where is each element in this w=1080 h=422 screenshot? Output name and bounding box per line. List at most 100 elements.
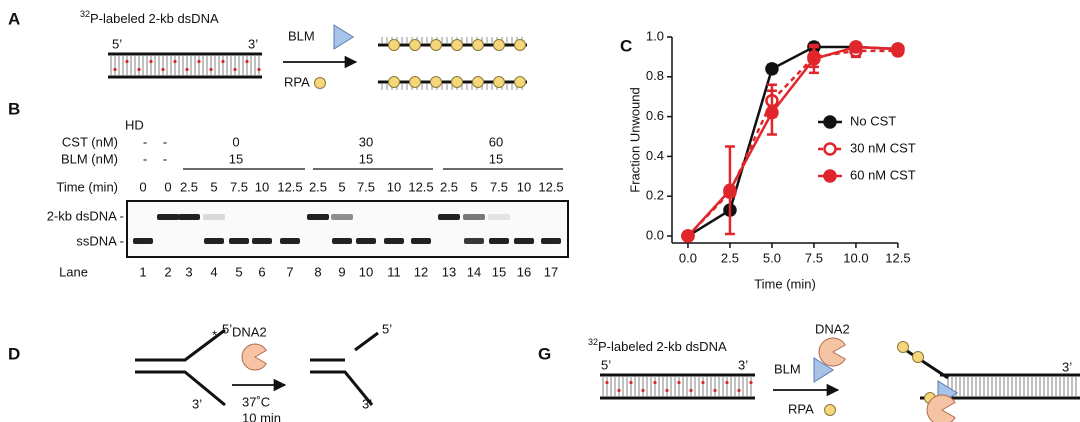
band (384, 238, 404, 244)
blm (333, 24, 355, 50)
label: 12.5 (277, 179, 302, 194)
label-dot (713, 388, 717, 393)
label: 5 (470, 179, 477, 194)
dna2 (818, 337, 846, 367)
label-dot (161, 67, 165, 72)
label: 5’ (222, 321, 232, 336)
band (178, 214, 200, 220)
band (514, 238, 534, 244)
label: 37˚C (242, 394, 270, 409)
band (463, 214, 485, 220)
label: 16 (517, 264, 531, 279)
rpa (409, 39, 421, 51)
dna2 (241, 343, 267, 371)
legend-label: 60 nM CST (850, 167, 916, 182)
label: ssDNA - (76, 233, 124, 248)
rpa (388, 39, 400, 51)
label: 5 (210, 179, 217, 194)
x-tick-label: 12.5 (885, 250, 910, 265)
label-dot (197, 59, 201, 64)
label-dot (173, 59, 177, 64)
label-dot (605, 380, 609, 385)
label: G (538, 344, 551, 363)
label: 10 (255, 179, 269, 194)
label: 5’ (112, 36, 122, 51)
label-dot (641, 388, 645, 393)
label: 13 (442, 264, 456, 279)
rpa (409, 76, 421, 88)
y-tick-label: 1.0 (646, 28, 664, 43)
label: 2.5 (180, 179, 198, 194)
label: 10 (387, 179, 401, 194)
label-dot (617, 388, 621, 393)
rpa (824, 404, 836, 416)
label-dot (137, 67, 141, 72)
label: BLM (288, 28, 315, 43)
label: HD (125, 117, 144, 132)
label: 0 (232, 134, 239, 149)
legend-marker (823, 115, 837, 129)
band (356, 238, 376, 244)
band (488, 214, 510, 220)
label-dot (749, 380, 753, 385)
band (438, 214, 460, 220)
label: 2-kb dsDNA - (47, 208, 124, 223)
label: - (163, 134, 167, 149)
point (723, 183, 737, 198)
rpa (430, 76, 442, 88)
label: 7.5 (490, 179, 508, 194)
rpa (514, 76, 526, 88)
band (252, 238, 272, 244)
label: RPA (788, 401, 814, 416)
label: 15 (492, 264, 506, 279)
title-text: P-labeled 2-kb dsDNA (598, 339, 727, 354)
x-tick-label: 7.5 (805, 250, 823, 265)
rpa (472, 76, 484, 88)
band (464, 238, 484, 244)
point (765, 105, 779, 120)
label-dot (737, 388, 741, 393)
label: A (8, 9, 20, 28)
point (681, 229, 695, 243)
label-dot (689, 388, 693, 393)
rpa (430, 39, 442, 51)
label: 10 min (242, 410, 281, 422)
label: 5 (235, 264, 242, 279)
label: 5’ (601, 357, 611, 372)
label: 12.5 (408, 179, 433, 194)
rpa (472, 39, 484, 51)
label: 10 (517, 179, 531, 194)
title: 32P-labeled 2-kb dsDNA (588, 337, 727, 354)
label: - (143, 134, 147, 149)
label: 1 (139, 264, 146, 279)
label-dot (665, 388, 669, 393)
label: Time (min) (56, 179, 118, 194)
y-tick-label: 0.8 (646, 68, 664, 83)
label-dot (125, 59, 129, 64)
label: BLM (774, 361, 801, 376)
label: 17 (544, 264, 558, 279)
label: RPA (284, 74, 310, 89)
y-axis-label: Fraction Unwound (627, 87, 642, 193)
y-tick-label: 0.2 (646, 188, 664, 203)
sup: 32 (588, 337, 598, 347)
title: 32P-labeled 2-kb dsDNA (80, 9, 219, 26)
fork (135, 328, 226, 407)
point (807, 52, 821, 66)
label: 7 (286, 264, 293, 279)
label-dot (209, 67, 213, 72)
band (229, 238, 249, 244)
label: BLM (nM) (61, 151, 118, 166)
legend-label: No CST (850, 113, 896, 128)
label: 2 (164, 264, 171, 279)
rpa (912, 351, 924, 363)
label-dot (245, 59, 249, 64)
label: 12 (414, 264, 428, 279)
label: 6 (258, 264, 265, 279)
label: 3’ (738, 357, 748, 372)
band (489, 238, 509, 244)
x-tick-label: 5.0 (763, 250, 781, 265)
rpa (314, 77, 326, 89)
rpa (493, 76, 505, 88)
